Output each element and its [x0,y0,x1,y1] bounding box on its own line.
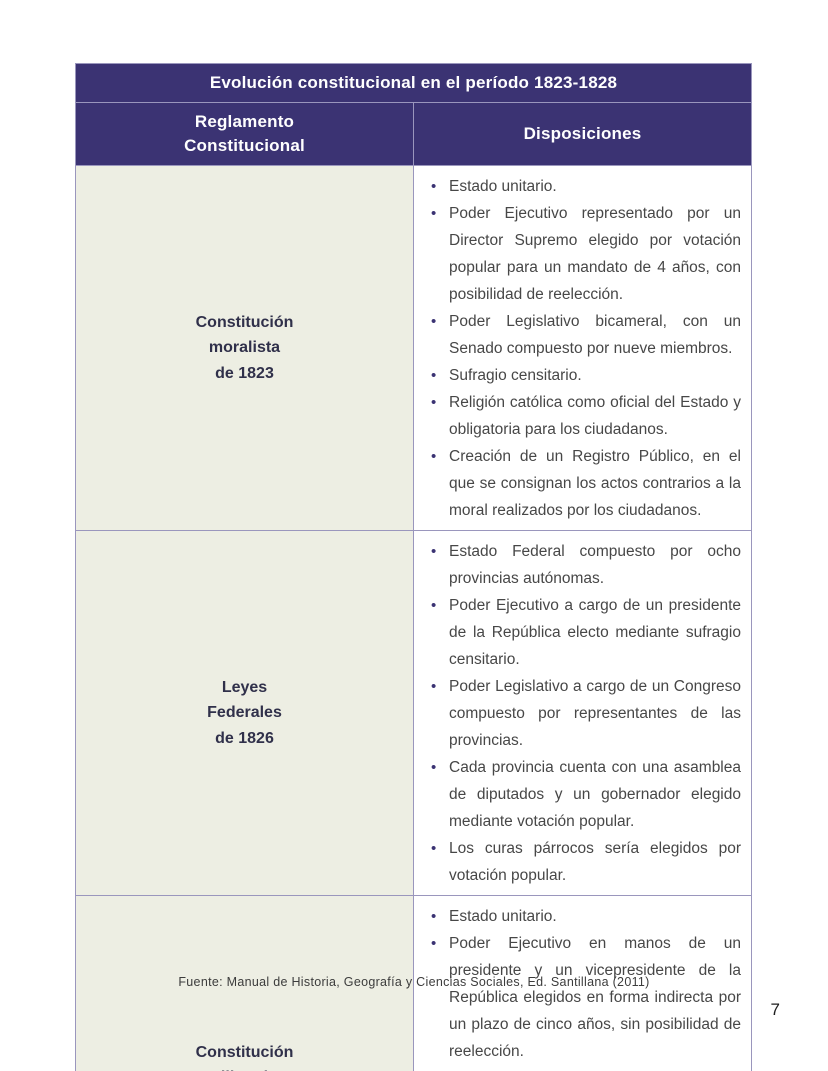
disposition-item: Estado Federal compuesto por ocho provin… [428,538,741,592]
table-title-row: Evolución constitucional en el período 1… [75,63,752,103]
disposition-item: Poder Legislativo a cargo de un Congreso… [428,673,741,754]
row-label: Constitución liberal de 1828 [75,895,414,1071]
constitution-evolution-table: Evolución constitucional en el período 1… [75,63,752,1071]
table-title: Evolución constitucional en el período 1… [75,63,752,103]
disposition-item: Religión católica como oficial del Estad… [428,389,741,443]
table-row: Constitución liberal de 1828Estado unita… [75,895,752,1071]
row-label: Leyes Federales de 1826 [75,530,414,896]
table-row: Leyes Federales de 1826 Estado Federal co… [75,530,752,896]
row-dispositions-cell: Estado unitario.Poder Ejecutivo en manos… [413,895,752,1071]
table-header-row: Reglamento Constitucional Disposiciones [75,102,752,166]
column-header-reglamento-constitucional: Reglamento Constitucional [75,102,414,166]
disposition-item: Poder Ejecutivo en manos de un president… [428,930,741,1065]
disposition-item: Estado unitario. [428,173,741,200]
disposition-item: Estado unitario. [428,903,741,930]
row-dispositions-cell: Estado unitario.Poder Ejecutivo represen… [413,165,752,531]
row-label: Constitución moralista de 1823 [75,165,414,531]
table-body: Constitución moralista de 1823Estado uni… [75,165,752,1071]
dispositions-list: Estado unitario.Poder Ejecutivo en manos… [428,903,741,1071]
disposition-item: Creación de un Registro Público, en el q… [428,443,741,524]
disposition-item: Poder Legislativo expresado en un Congre… [428,1065,741,1071]
table-row: Constitución moralista de 1823Estado uni… [75,165,752,531]
dispositions-list: Estado unitario.Poder Ejecutivo represen… [428,173,741,524]
disposition-item: Sufragio censitario. [428,362,741,389]
disposition-item: Poder Ejecutivo a cargo de un presidente… [428,592,741,673]
source-caption: Fuente: Manual de Historia, Geografía y … [178,975,650,989]
page-number: 7 [770,1000,780,1019]
disposition-item: Poder Legislativo bicameral, con un Sena… [428,308,741,362]
disposition-item: Los curas párrocos sería elegidos por vo… [428,835,741,889]
disposition-item: Poder Ejecutivo representado por un Dire… [428,200,741,308]
disposition-item: Cada provincia cuenta con una asamblea d… [428,754,741,835]
dispositions-list: Estado Federal compuesto por ocho provin… [428,538,741,889]
column-header-disposiciones: Disposiciones [413,102,752,166]
row-dispositions-cell: Estado Federal compuesto por ocho provin… [413,530,752,896]
